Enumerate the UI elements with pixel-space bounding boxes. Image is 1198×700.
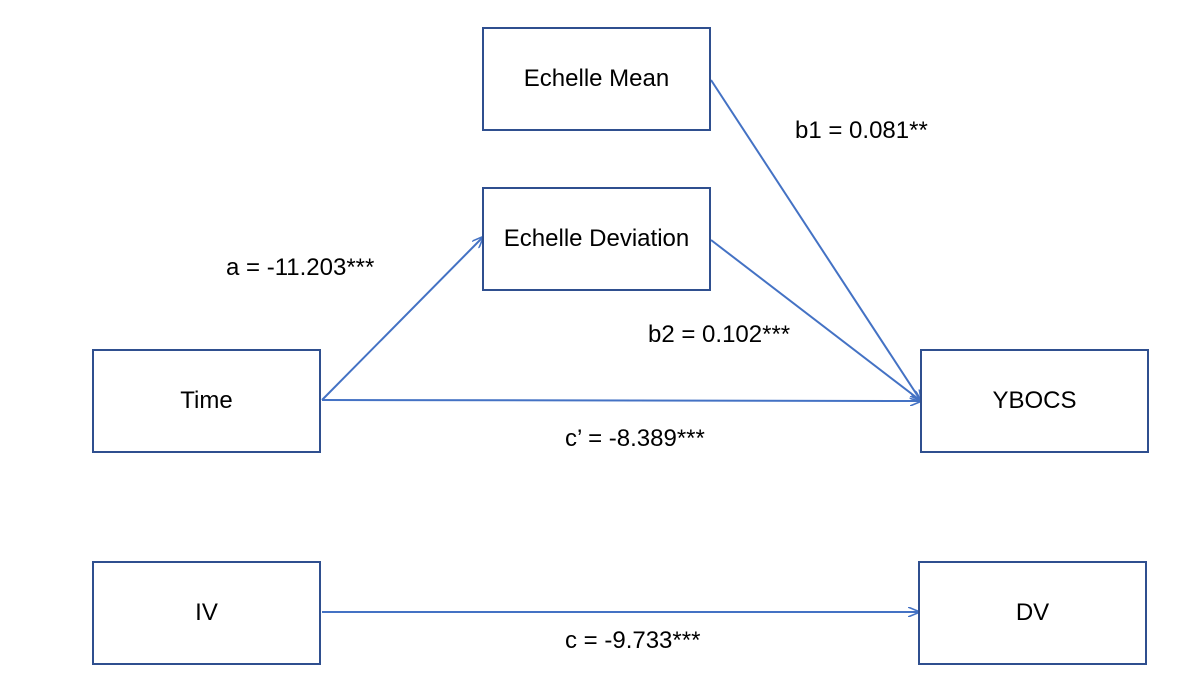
node-echelle-deviation: Echelle Deviation [482,187,711,291]
node-dv-label: DV [1015,599,1050,626]
path-label-c-prime: c’ = -8.389*** [565,425,705,452]
node-echelle-mean-label: Echelle Mean [523,65,670,92]
node-iv-label: IV [195,599,218,626]
path-label-b1: b1 = 0.081** [795,117,928,144]
arrow-time-to-echelle-deviation [321,237,483,401]
node-ybocs-label: YBOCS [992,387,1077,414]
node-dv: DV [918,561,1147,665]
path-label-c: c = -9.733*** [565,627,701,654]
node-time: Time [92,349,321,453]
arrow-echelle-deviation-to-ybocs [710,239,921,401]
node-echelle-deviation-label: Echelle Deviation [503,225,690,252]
node-ybocs: YBOCS [920,349,1149,453]
path-label-b2: b2 = 0.102*** [648,321,791,348]
arrow-time-to-ybocs [321,400,921,401]
node-time-label: Time [180,387,233,414]
node-iv: IV [92,561,321,665]
node-echelle-mean: Echelle Mean [482,27,711,131]
path-label-a: a = -11.203*** [226,254,375,281]
arrow-echelle-mean-to-ybocs [710,79,921,401]
